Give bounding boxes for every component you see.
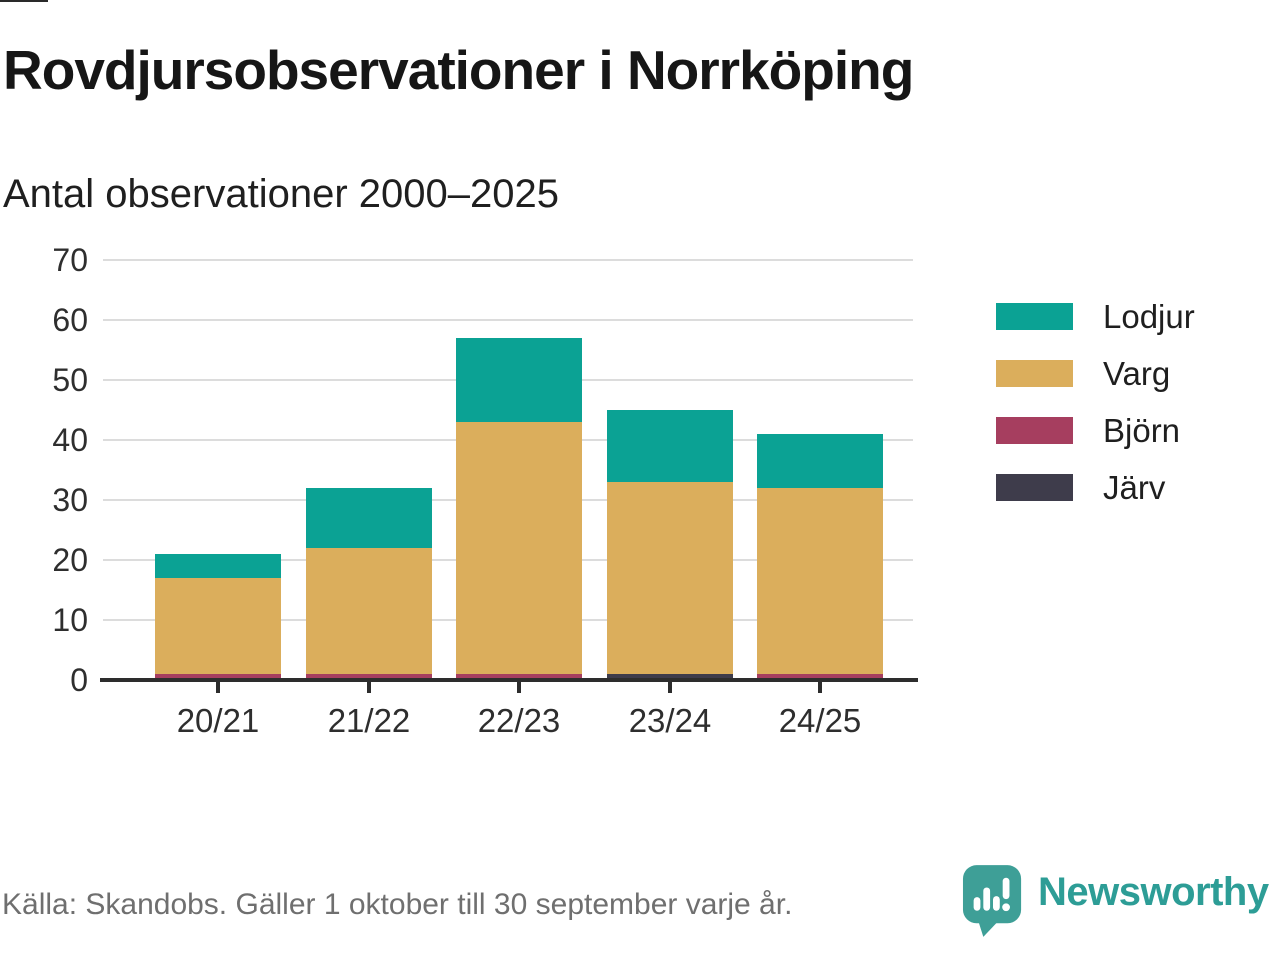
y-axis-label: 40 [52,422,88,458]
newsworthy-logo: Newsworthy [962,864,1269,938]
x-axis-label: 22/23 [477,702,561,739]
bar-segment-björn [757,674,883,680]
x-axis-tick [367,682,371,693]
x-axis-tick [517,682,521,693]
bar-23/24 [607,410,733,680]
x-axis-tick [818,682,822,693]
legend-item-björn: Björn [996,412,1195,449]
bar-segment-varg [757,488,883,674]
legend-item-lodjur: Lodjur [996,298,1195,335]
x-axis-tick [216,682,220,693]
legend-swatch [996,303,1073,330]
bar-segment-lodjur [456,338,582,422]
x-axis-label: 24/25 [778,702,862,739]
bar-segment-lodjur [306,488,432,548]
y-axis-label: 60 [52,302,88,338]
x-axis-line [100,678,918,682]
bar-24/25 [757,434,883,680]
bar-segment-lodjur [155,554,281,578]
newsworthy-logo-icon [962,865,1022,937]
legend-label: Varg [1103,355,1171,392]
bar-segment-varg [155,578,281,674]
chart-subtitle: Antal observationer 2000–2025 [3,172,559,216]
bar-22/23 [456,338,582,680]
y-axis-label: 10 [52,602,88,638]
y-axis-label: 70 [52,242,88,278]
bar-segment-björn [306,674,432,680]
bar-segment-björn [155,674,281,680]
legend-item-järv: Järv [996,469,1195,506]
legend-label: Lodjur [1103,298,1195,335]
source-note: Källa: Skandobs. Gäller 1 oktober till 3… [2,888,793,921]
bar-segment-lodjur [607,410,733,482]
legend-label: Björn [1103,412,1181,449]
bar-segment-varg [607,482,733,674]
corner-hairline [0,0,48,2]
x-axis-label: 20/21 [176,702,260,739]
legend-label: Järv [1103,469,1166,506]
legend: Lodjur Varg Björn Järv [996,298,1195,531]
y-axis-label: 0 [70,662,88,698]
y-axis-label: 20 [52,542,88,578]
gridline [103,259,913,261]
bar-segment-björn [456,674,582,680]
legend-item-varg: Varg [996,355,1195,392]
newsworthy-wordmark: Newsworthy [1038,870,1269,914]
y-axis-label: 30 [52,482,88,518]
bar-21/22 [306,488,432,680]
bar-segment-varg [306,548,432,674]
legend-swatch [996,474,1073,501]
bar-segment-järv [607,674,733,680]
x-axis-label: 21/22 [327,702,411,739]
bar-segment-varg [456,422,582,674]
x-axis-tick [668,682,672,693]
chart-title: Rovdjursobservationer i Norrköping [3,39,914,101]
x-axis-label: 23/24 [628,702,712,739]
gridline [103,319,913,321]
y-axis-label: 50 [52,362,88,398]
legend-swatch [996,417,1073,444]
bar-segment-lodjur [757,434,883,488]
legend-swatch [996,360,1073,387]
bar-20/21 [155,554,281,680]
